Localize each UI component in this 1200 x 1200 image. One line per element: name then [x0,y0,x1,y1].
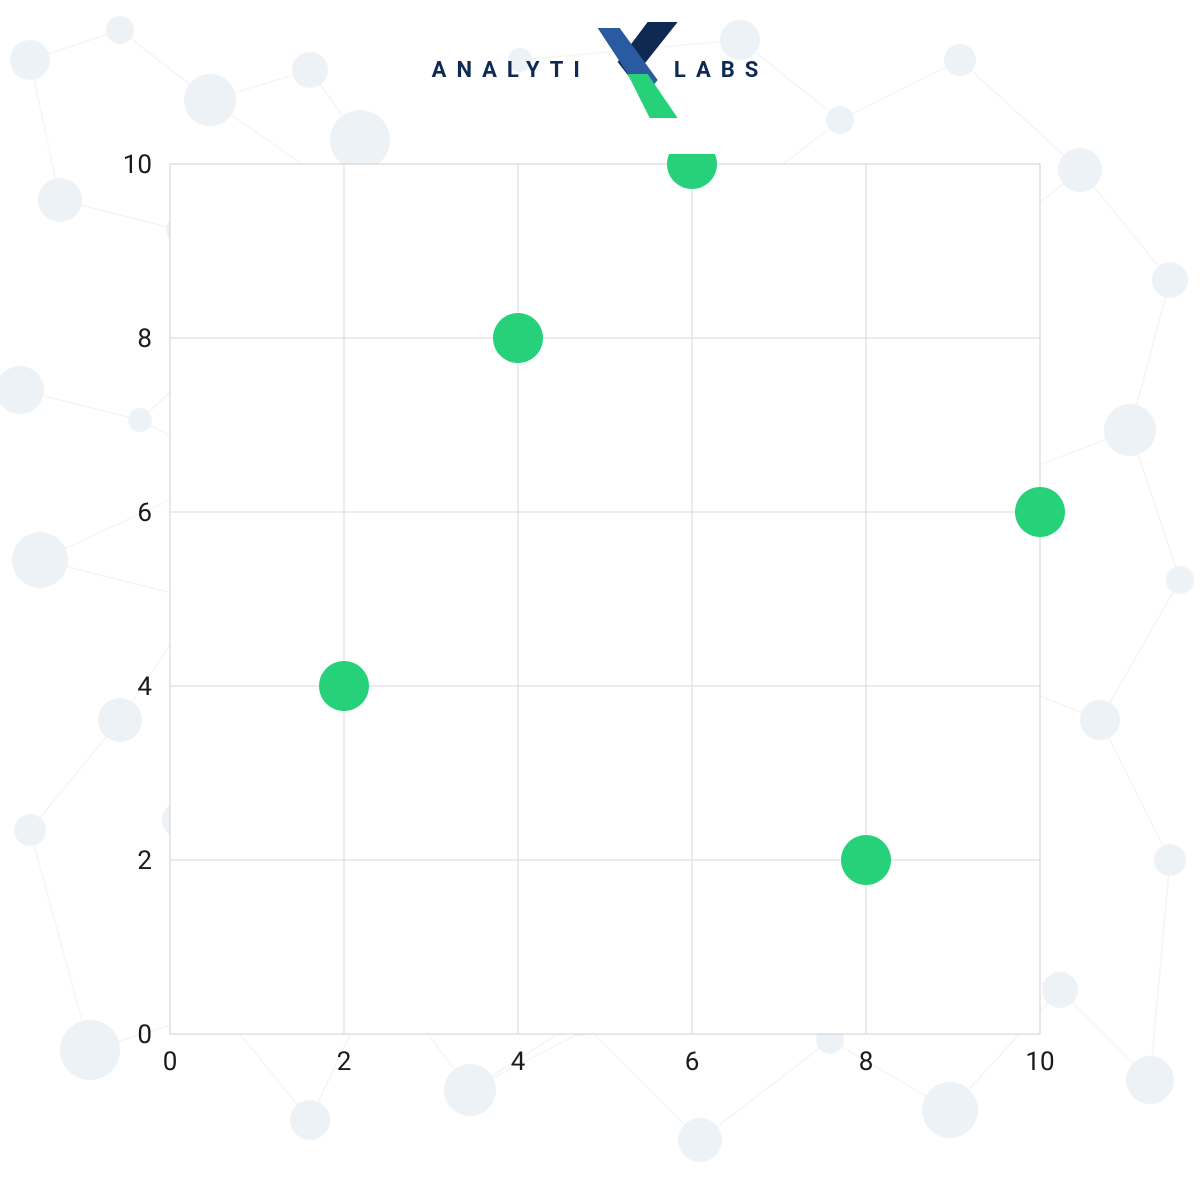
scatter-point [493,313,543,363]
bg-node [106,16,134,44]
x-tick-label: 4 [511,1047,526,1077]
y-tick-label: 10 [123,154,152,180]
bg-edge [840,60,960,120]
x-tick-label: 8 [859,1047,874,1077]
bg-node [944,44,976,76]
bg-node [1152,262,1188,298]
y-tick-label: 8 [137,324,152,354]
bg-node [1166,566,1194,594]
x-tick-label: 0 [163,1047,178,1077]
bg-edge [30,830,90,1050]
bg-edge [1100,720,1170,860]
bg-node [290,1100,330,1140]
bg-node [38,178,82,222]
bg-node [678,1118,722,1162]
scatter-point [1015,487,1065,537]
bg-node [1154,844,1186,876]
bg-node [12,532,68,588]
y-tick-label: 4 [137,672,152,702]
plot-background [170,164,1040,1034]
bg-node [1080,700,1120,740]
bg-node [10,40,50,80]
bg-edge [1150,860,1170,1080]
x-tick-labels: 0 2 4 6 8 10 [163,1047,1055,1077]
brand-logo: ANALYTI LABS [432,22,769,118]
logo-text-right: LABS [674,58,768,83]
y-tick-label: 0 [137,1020,152,1050]
bg-node [826,106,854,134]
logo-text-left: ANALYTI [432,58,590,83]
bg-edge [1100,580,1180,720]
scatter-chart: 0 2 4 6 8 10 0 2 4 6 8 10 [100,154,1070,1094]
bg-node [292,52,328,88]
x-tick-label: 2 [337,1047,352,1077]
x-tick-label: 6 [685,1047,700,1077]
y-tick-label: 2 [137,846,152,876]
y-tick-labels: 0 2 4 6 8 10 [123,154,153,1050]
bg-node [0,366,44,414]
logo-x-icon [598,22,678,118]
x-tick-label: 10 [1025,1047,1054,1077]
page-canvas: ANALYTI LABS 0 2 4 6 8 10 0 2 4 6 8 10 [0,0,1200,1200]
bg-node [14,814,46,846]
bg-node [1126,1056,1174,1104]
bg-node [1104,404,1156,456]
bg-node [184,74,236,126]
scatter-point [841,835,891,885]
scatter-point [319,661,369,711]
y-tick-label: 6 [137,498,152,528]
